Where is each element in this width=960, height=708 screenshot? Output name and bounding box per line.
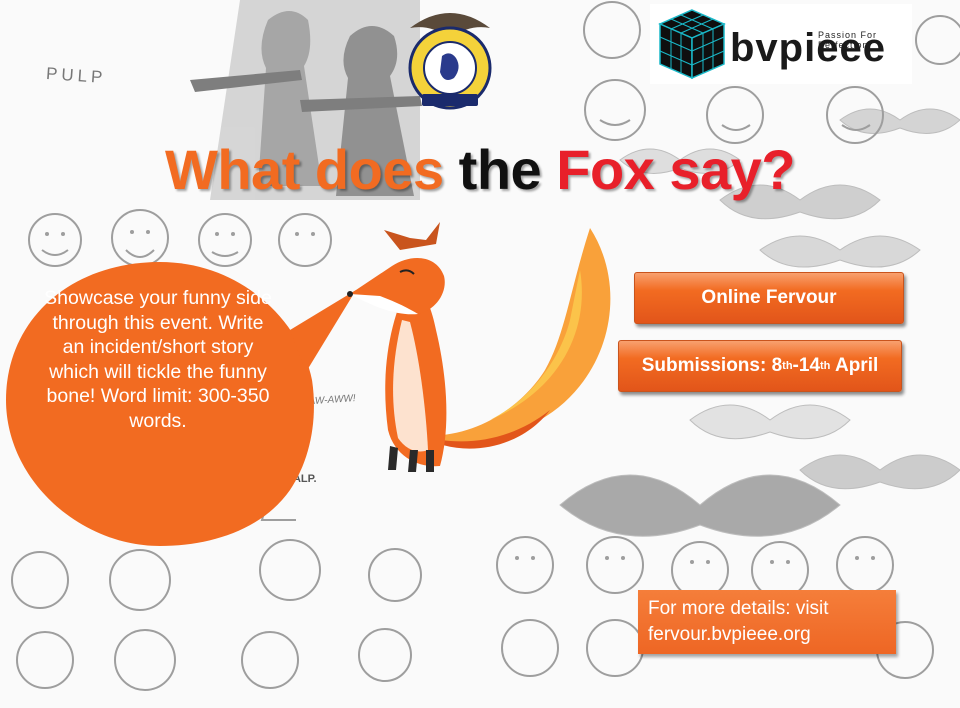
submissions-suffix: April — [830, 355, 879, 376]
bvpieee-name: bvpieee — [730, 26, 886, 70]
headline-part-3: Fox say? — [556, 138, 795, 201]
headline-part-1: What does — [164, 138, 459, 201]
pulp-figures-image — [190, 0, 422, 200]
headline: What does the Fox say? — [0, 137, 960, 203]
details-box: For more details: visit fervour.bvpieee.… — [638, 590, 896, 654]
face-eyes-pattern — [45, 230, 875, 564]
details-line-1: For more details: visit — [648, 598, 829, 619]
bvpieee-logo: Passion For Perfection bvpieee — [650, 4, 912, 84]
cube-icon — [658, 9, 726, 80]
submissions-mid: -14 — [792, 355, 821, 376]
fox-illustration — [347, 222, 611, 472]
headline-part-2: the — [458, 138, 557, 201]
details-link[interactable]: fervour.bvpieee.org — [648, 624, 811, 645]
mustache-pattern — [559, 108, 960, 537]
online-fervour-button[interactable]: Online Fervour — [634, 272, 904, 324]
bvpieee-tagline: Passion For Perfection — [818, 30, 878, 50]
submissions-sup-2: th — [820, 360, 831, 372]
submissions-prefix: Submissions: 8 — [641, 355, 783, 376]
submissions-sup-1: th — [782, 360, 793, 372]
university-seal-logo — [408, 13, 492, 110]
bubble-text: Showcase your funny side through this ev… — [44, 287, 272, 432]
speech-bubble — [6, 262, 356, 546]
